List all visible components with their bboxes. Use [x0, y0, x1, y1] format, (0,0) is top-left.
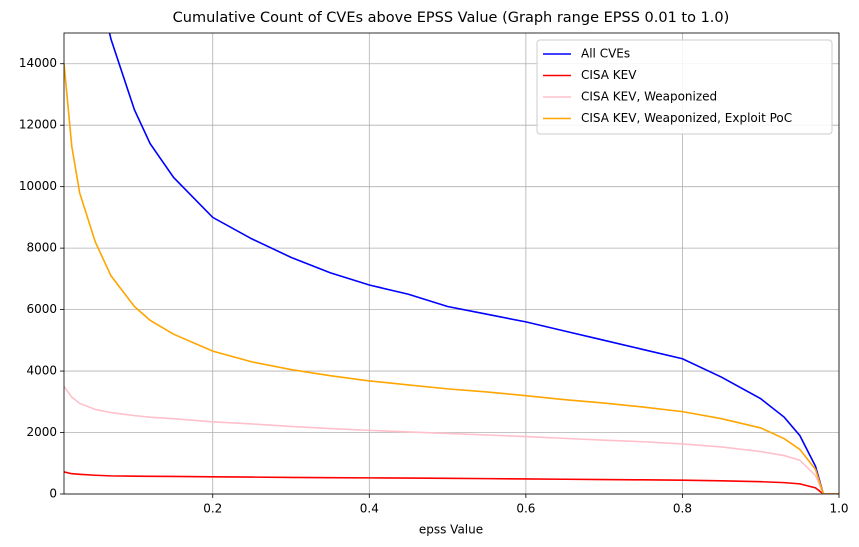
y-tick-label: 12000	[19, 118, 57, 132]
legend-label: All CVEs	[581, 47, 630, 61]
y-tick-label: 4000	[26, 364, 57, 378]
series-line	[108, 33, 839, 494]
chart-title: Cumulative Count of CVEs above EPSS Valu…	[173, 10, 730, 26]
y-tick-label: 14000	[19, 56, 57, 70]
x-tick-label: 0.8	[673, 502, 692, 516]
y-tick-label: 8000	[26, 241, 57, 255]
plot-frame	[63, 32, 840, 495]
series-line	[64, 63, 839, 494]
legend-label: CISA KEV, Weaponized	[581, 90, 717, 104]
x-tick-label: 0.2	[203, 502, 222, 516]
series-line	[64, 471, 839, 494]
legend-label: CISA KEV	[581, 68, 637, 82]
series-line	[64, 385, 839, 494]
y-tick-label: 10000	[19, 179, 57, 193]
legend-box	[536, 39, 833, 135]
x-axis-label: epss Value	[419, 523, 483, 537]
y-tick-label: 0	[49, 487, 57, 501]
legend-label: CISA KEV, Weaponized, Exploit PoC	[581, 111, 792, 125]
x-tick-label: 0.4	[360, 502, 379, 516]
x-tick-label: 0.6	[516, 502, 535, 516]
plot-lines	[64, 33, 839, 494]
x-tick-label: 1.0	[829, 502, 848, 516]
y-tick-label: 6000	[26, 302, 57, 316]
y-tick-label: 2000	[26, 425, 57, 439]
